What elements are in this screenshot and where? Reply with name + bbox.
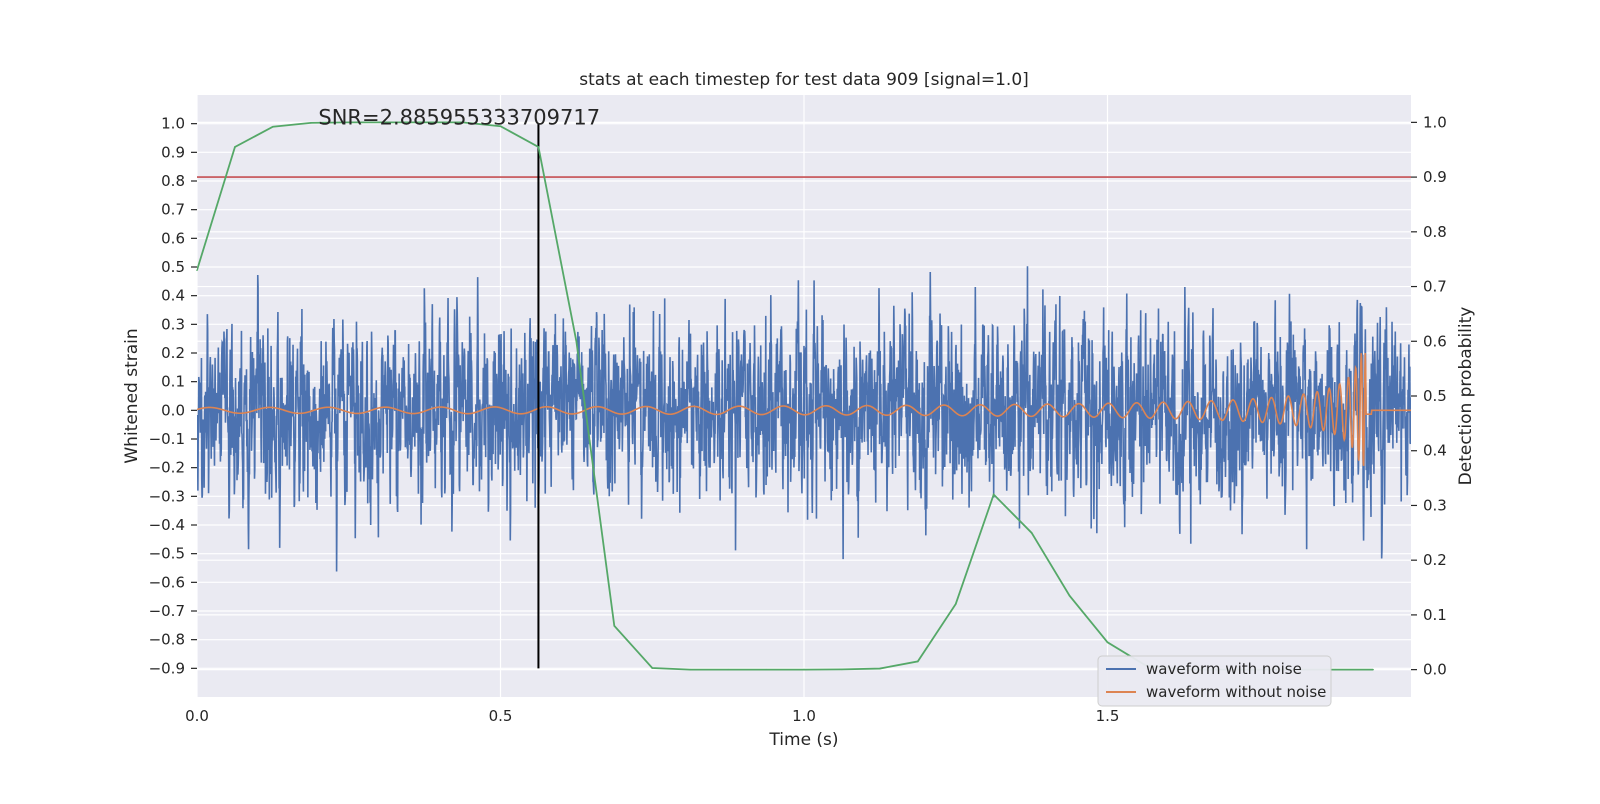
left-tick-label: 0.4 [161,287,185,305]
probability-point [803,668,805,671]
right-tick-label: 0.4 [1423,442,1447,460]
left-tick-label: 0.6 [161,229,185,247]
probability-point [461,121,464,124]
probability-point [234,146,236,148]
left-tick-label: 0.7 [161,201,185,219]
y-axis-label-right: Detection probability [1456,307,1476,486]
probability-point [1372,668,1374,671]
left-tick-label: −0.7 [149,602,185,620]
x-axis-ticks: 0.0 0.5 1.0 1.5 [185,707,1119,725]
probability-point [1068,594,1071,597]
probability-point [272,125,274,128]
x-tick-label: 0.5 [489,707,513,725]
right-y-axis-ticks: 1.0 0.9 0.8 0.7 0.6 0.5 0.4 0.3 0.2 0.1 0.0 [1411,113,1447,679]
x-tick-label: 1.5 [1096,707,1120,725]
probability-point [385,121,388,124]
probability-point [310,122,312,124]
probability-point [537,146,540,148]
y-axis-label-left: Whitened strain [122,328,142,463]
left-tick-label: −0.4 [149,516,185,534]
probability-point [423,121,426,124]
left-y-axis-ticks: 1.0 0.9 0.8 0.7 0.6 0.5 0.4 0.3 0.2 0.1 0.0 −0.1 −0.… [149,115,197,677]
probability-point [196,269,198,271]
right-tick-label: 0.1 [1423,606,1447,624]
left-tick-label: −0.2 [149,459,185,477]
x-axis-label: Time (s) [768,730,838,750]
left-tick-label: −0.9 [149,659,185,677]
probability-point [1106,641,1109,644]
left-tick-label: 1.0 [161,115,185,133]
noise-waveform-line [197,266,1411,572]
clean-waveform-line [197,353,1411,466]
right-tick-label: 1.0 [1423,113,1447,131]
probability-point [689,668,691,671]
left-tick-label: −0.6 [149,573,185,591]
right-tick-label: 0.8 [1423,223,1447,241]
left-tick-label: 0.3 [161,315,185,333]
right-tick-label: 0.3 [1423,496,1447,514]
left-tick-label: 0.8 [161,172,185,190]
left-tick-label: −0.1 [149,430,185,448]
left-tick-label: 0.1 [161,373,185,391]
probability-point [1030,532,1033,534]
probability-point [727,668,729,671]
left-tick-label: 0.5 [161,258,185,276]
probability-point [879,667,881,670]
probability-point [841,668,843,671]
probability-point [575,340,578,343]
probability-point [651,667,654,669]
right-tick-label: 0.9 [1423,168,1447,186]
legend-box [1097,655,1332,707]
probability-point [1334,668,1336,671]
left-tick-label: 0.2 [161,344,185,362]
left-tick-label: −0.5 [149,545,185,563]
x-tick-label: 0.0 [185,707,209,725]
right-tick-label: 0.5 [1423,387,1447,405]
legend-label-clean: waveform without noise [1146,683,1326,701]
left-tick-label: 0.9 [161,143,185,161]
right-tick-label: 0.7 [1423,278,1447,296]
legend-label-noise: waveform with noise [1146,660,1302,678]
probability-point [765,668,767,671]
left-tick-label: 0.0 [161,401,185,419]
left-tick-label: −0.3 [149,487,185,505]
probability-point [992,493,995,496]
snr-annotation: SNR=2.885955333709717 [318,106,600,130]
probability-point [613,625,616,627]
legend: waveform with noise waveform without noi… [1097,655,1332,707]
left-tick-label: −0.8 [149,631,185,649]
right-tick-label: 0.0 [1423,661,1447,679]
x-tick-label: 1.0 [792,707,816,725]
probability-point [499,125,502,127]
chart-title: stats at each timestep for test data 909… [579,70,1029,90]
probability-point [954,603,957,605]
right-tick-label: 0.6 [1423,332,1447,350]
probability-point [917,660,919,663]
probability-point [347,121,350,124]
right-tick-label: 0.2 [1423,551,1447,569]
